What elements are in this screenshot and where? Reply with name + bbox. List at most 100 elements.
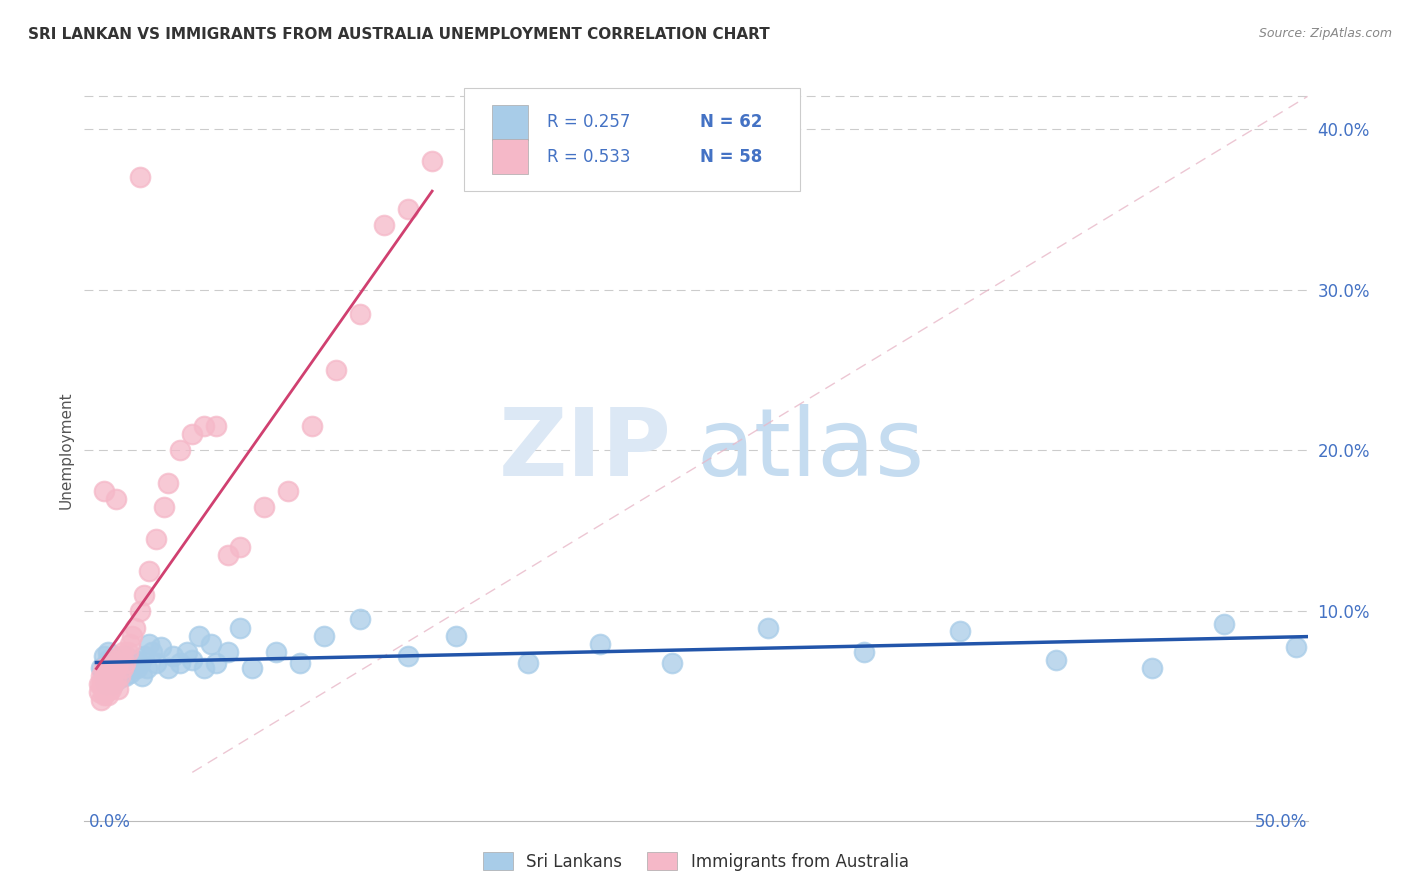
Point: [93, 677, 115, 691]
Point: [349, 612, 371, 626]
Point: [90, 677, 112, 691]
Point: [157, 475, 180, 490]
Point: [97, 656, 120, 670]
Point: [396, 202, 419, 216]
Point: [101, 677, 124, 691]
Point: [217, 645, 239, 659]
Point: [157, 661, 180, 675]
Point: [181, 653, 204, 667]
Point: [97, 688, 120, 702]
Point: [101, 677, 124, 691]
Point: [100, 661, 122, 675]
Point: [87, 677, 110, 691]
Point: [128, 656, 150, 670]
Point: [349, 307, 371, 321]
Point: [100, 669, 122, 683]
Text: SRI LANKAN VS IMMIGRANTS FROM AUSTRALIA UNEMPLOYMENT CORRELATION CHART: SRI LANKAN VS IMMIGRANTS FROM AUSTRALIA …: [28, 27, 770, 42]
Point: [124, 653, 146, 667]
Point: [101, 656, 124, 670]
Point: [107, 656, 129, 670]
Point: [111, 661, 134, 675]
Point: [118, 665, 141, 680]
Point: [852, 645, 875, 659]
Point: [290, 656, 312, 670]
Point: [217, 548, 239, 562]
Text: R = 0.533: R = 0.533: [547, 147, 630, 166]
Point: [188, 628, 211, 642]
Point: [97, 669, 120, 683]
Point: [229, 620, 252, 634]
Point: [169, 443, 191, 458]
Text: R = 0.257: R = 0.257: [547, 113, 630, 131]
Text: Source: ZipAtlas.com: Source: ZipAtlas.com: [1258, 27, 1392, 40]
Point: [229, 540, 252, 554]
Point: [90, 661, 112, 675]
Point: [114, 649, 136, 664]
Point: [1045, 653, 1067, 667]
Point: [100, 681, 122, 696]
Point: [93, 688, 115, 702]
Point: [110, 669, 132, 683]
Point: [373, 218, 395, 232]
Point: [93, 669, 115, 683]
Point: [134, 588, 156, 602]
Point: [101, 653, 124, 667]
Point: [420, 153, 443, 168]
Point: [138, 637, 160, 651]
Point: [118, 637, 141, 651]
Point: [104, 665, 127, 680]
Point: [128, 169, 150, 184]
Y-axis label: Unemployment: Unemployment: [58, 392, 73, 509]
Point: [104, 672, 127, 686]
Point: [128, 604, 150, 618]
Point: [121, 628, 143, 642]
Point: [104, 653, 127, 667]
Point: [94, 661, 117, 675]
Point: [131, 669, 153, 683]
Point: [314, 628, 336, 642]
Point: [152, 500, 174, 514]
Point: [145, 532, 167, 546]
Point: [110, 669, 132, 683]
Point: [240, 661, 263, 675]
Point: [150, 640, 173, 654]
Point: [97, 645, 120, 659]
Point: [87, 685, 110, 699]
Point: [169, 656, 191, 670]
Point: [141, 645, 163, 659]
Point: [93, 649, 115, 664]
Point: [396, 649, 419, 664]
Point: [200, 637, 222, 651]
Point: [325, 363, 347, 377]
Point: [135, 661, 157, 675]
Point: [121, 661, 143, 675]
Text: 0.0%: 0.0%: [89, 813, 131, 830]
Point: [517, 656, 540, 670]
Point: [117, 656, 139, 670]
Point: [205, 419, 228, 434]
FancyBboxPatch shape: [492, 104, 529, 140]
Point: [1140, 661, 1163, 675]
Point: [101, 665, 124, 680]
Point: [949, 624, 972, 638]
Point: [94, 669, 117, 683]
Point: [277, 483, 299, 498]
Text: ZIP: ZIP: [499, 404, 672, 497]
Point: [181, 427, 204, 442]
Point: [111, 661, 134, 675]
Legend: Sri Lankans, Immigrants from Australia: Sri Lankans, Immigrants from Australia: [475, 844, 917, 879]
Point: [127, 661, 149, 675]
Point: [100, 656, 122, 670]
Point: [107, 661, 129, 675]
Point: [104, 491, 127, 506]
Point: [205, 656, 228, 670]
Point: [97, 677, 120, 691]
Point: [124, 620, 146, 634]
Point: [111, 645, 134, 659]
Point: [756, 620, 779, 634]
Point: [107, 672, 129, 686]
Point: [1284, 640, 1306, 654]
Point: [138, 564, 160, 578]
Point: [97, 661, 120, 675]
Point: [145, 656, 167, 670]
